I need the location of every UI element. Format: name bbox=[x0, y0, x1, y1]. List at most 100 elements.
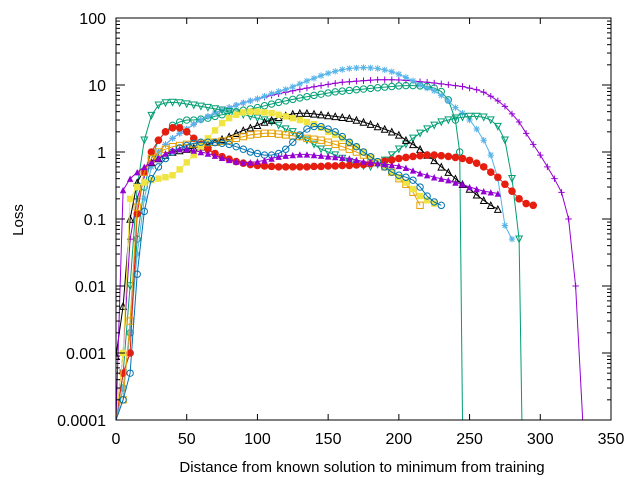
data-point bbox=[190, 147, 197, 154]
data-point bbox=[310, 135, 318, 143]
data-point bbox=[338, 132, 346, 141]
data-point bbox=[246, 148, 255, 156]
data-point bbox=[190, 139, 198, 147]
data-point bbox=[395, 162, 403, 170]
data-point bbox=[381, 66, 388, 74]
data-point bbox=[380, 124, 389, 133]
data-point bbox=[501, 103, 509, 110]
data-point bbox=[430, 198, 438, 206]
data-point bbox=[247, 159, 254, 166]
data-point bbox=[282, 97, 290, 105]
data-point bbox=[367, 64, 374, 72]
series-line bbox=[116, 85, 463, 420]
data-point bbox=[282, 152, 289, 159]
data-point bbox=[345, 138, 354, 146]
data-point bbox=[402, 81, 410, 90]
data-point bbox=[274, 163, 283, 171]
data-point bbox=[253, 149, 262, 158]
data-point bbox=[197, 143, 205, 150]
data-point bbox=[445, 97, 452, 105]
data-point bbox=[565, 215, 572, 223]
data-point bbox=[374, 160, 381, 167]
data-point bbox=[309, 109, 319, 118]
data-point bbox=[240, 109, 247, 116]
data-point bbox=[507, 174, 517, 183]
data-point bbox=[239, 145, 247, 153]
data-point bbox=[303, 163, 311, 171]
data-point bbox=[352, 142, 361, 151]
data-point bbox=[367, 159, 374, 166]
data-point bbox=[317, 90, 325, 98]
data-point bbox=[431, 87, 438, 94]
data-point bbox=[296, 131, 304, 139]
data-point bbox=[374, 76, 381, 83]
data-point bbox=[134, 183, 141, 191]
data-point bbox=[360, 64, 367, 71]
data-point bbox=[190, 120, 197, 128]
data-point bbox=[366, 84, 375, 93]
data-point bbox=[522, 130, 530, 137]
data-point bbox=[169, 147, 176, 154]
data-point bbox=[466, 183, 473, 191]
data-point bbox=[465, 156, 474, 165]
data-point bbox=[459, 109, 466, 117]
data-point bbox=[289, 95, 297, 104]
data-point bbox=[338, 161, 347, 170]
data-point bbox=[331, 88, 339, 96]
data-point bbox=[126, 175, 134, 182]
data-point bbox=[134, 250, 141, 258]
data-point bbox=[480, 187, 487, 195]
data-point bbox=[388, 82, 396, 91]
data-point bbox=[408, 140, 418, 149]
data-point bbox=[154, 163, 163, 171]
x-axis-label: Distance from known solution to minimum … bbox=[179, 459, 544, 476]
series-2 bbox=[116, 64, 516, 420]
data-point bbox=[430, 151, 439, 159]
y-tick-label: 1 bbox=[97, 145, 106, 162]
data-point bbox=[423, 79, 431, 86]
data-point bbox=[175, 99, 184, 108]
data-point bbox=[147, 148, 156, 156]
y-tick-label: 10 bbox=[88, 78, 106, 95]
data-point bbox=[119, 384, 127, 392]
data-point bbox=[317, 122, 325, 131]
data-point bbox=[133, 270, 141, 278]
data-point bbox=[140, 207, 148, 216]
data-point bbox=[401, 140, 410, 149]
data-point bbox=[444, 167, 453, 176]
data-point bbox=[254, 108, 261, 115]
data-point bbox=[148, 159, 155, 166]
data-point bbox=[296, 163, 304, 171]
data-point bbox=[296, 86, 304, 93]
data-point bbox=[204, 135, 212, 142]
data-point bbox=[324, 111, 333, 120]
data-point bbox=[189, 101, 198, 110]
data-point bbox=[260, 102, 269, 110]
data-point bbox=[388, 168, 396, 176]
data-point bbox=[267, 115, 276, 124]
data-point bbox=[210, 105, 220, 114]
data-point bbox=[381, 83, 389, 91]
data-point bbox=[119, 186, 127, 194]
data-point bbox=[310, 162, 318, 171]
data-point bbox=[310, 122, 318, 131]
data-point bbox=[267, 162, 276, 171]
data-point bbox=[551, 175, 558, 182]
data-point bbox=[274, 121, 283, 130]
data-point bbox=[254, 95, 261, 103]
data-point bbox=[310, 151, 318, 159]
data-point bbox=[232, 142, 240, 151]
y-tick-label: 0.001 bbox=[66, 346, 106, 363]
data-point bbox=[359, 117, 368, 126]
data-point bbox=[331, 162, 340, 170]
series-6 bbox=[116, 129, 424, 420]
data-point bbox=[331, 128, 339, 136]
data-point bbox=[296, 151, 304, 158]
data-point bbox=[176, 146, 183, 153]
data-point bbox=[352, 86, 361, 94]
data-point bbox=[479, 196, 488, 205]
data-point bbox=[353, 64, 360, 72]
data-point bbox=[288, 128, 297, 137]
data-point bbox=[394, 130, 403, 139]
data-point bbox=[324, 162, 332, 170]
